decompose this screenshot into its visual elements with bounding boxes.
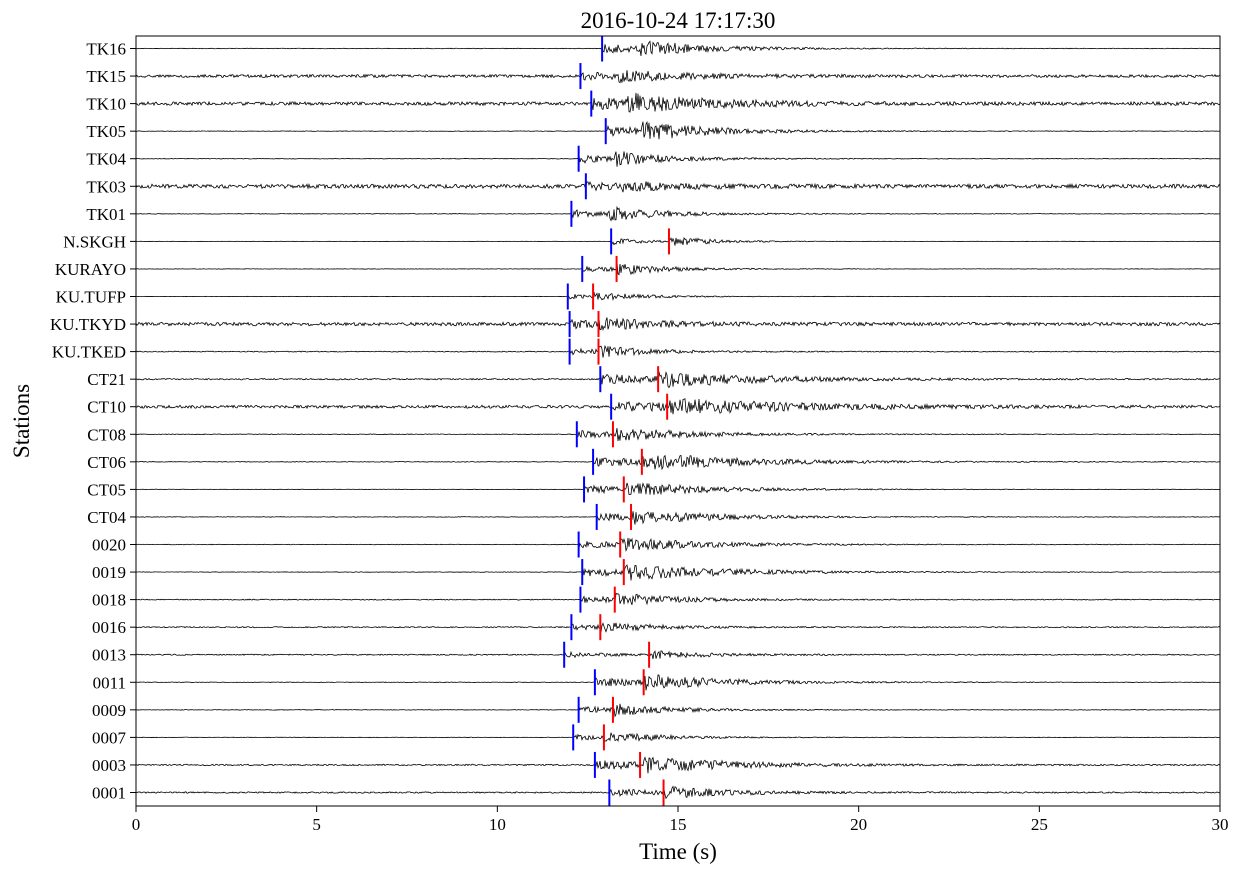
trace-KU.TKYD (135, 317, 1221, 332)
station-label-KURAYO: KURAYO (55, 260, 126, 279)
station-label-CT06: CT06 (87, 453, 126, 472)
trace-layer (135, 40, 1221, 800)
station-label-0013: 0013 (92, 646, 126, 665)
station-label-KU.TKED: KU.TKED (52, 343, 126, 362)
chart-title: 2016-10-24 17:17:30 (581, 8, 776, 33)
station-label-layer: TK16 TK15 TK10 TK05 TK04 TK03 TK01 N.SKGH KURAYO… (50, 40, 136, 803)
x-tick-label: 20 (850, 815, 867, 834)
station-label-TK03: TK03 (86, 177, 126, 196)
x-tick-label: 10 (489, 815, 506, 834)
trace-0009 (135, 703, 1221, 718)
station-label-0009: 0009 (92, 701, 126, 720)
station-label-0016: 0016 (92, 618, 126, 637)
trace-0019 (135, 564, 1221, 581)
trace-KU.TUFP (135, 292, 1221, 302)
pick-layer (563, 35, 670, 806)
trace-TK01 (135, 205, 1221, 222)
station-label-0001: 0001 (92, 784, 126, 803)
trace-TK16 (135, 40, 1221, 56)
trace-TK15 (135, 70, 1221, 84)
plot-frame (135, 35, 1221, 807)
trace-0020 (135, 537, 1221, 552)
station-label-TK05: TK05 (86, 122, 126, 141)
station-label-0011: 0011 (93, 673, 126, 692)
trace-TK05 (136, 120, 1221, 140)
x-tick-label: 0 (132, 815, 141, 834)
trace-KURAYO (135, 262, 1221, 276)
station-label-CT21: CT21 (87, 370, 126, 389)
trace-TK10 (135, 92, 1221, 113)
station-label-0003: 0003 (92, 756, 126, 775)
x-tick-label: 30 (1212, 815, 1229, 834)
trace-CT21 (135, 370, 1220, 389)
station-label-N.SKGH: N.SKGH (63, 232, 126, 251)
trace-TK04 (135, 151, 1221, 167)
station-label-0019: 0019 (92, 563, 126, 582)
trace-CT08 (135, 428, 1221, 442)
station-label-CT10: CT10 (87, 398, 126, 417)
trace-0018 (135, 592, 1221, 606)
trace-CT06 (135, 454, 1221, 471)
trace-0001 (135, 785, 1221, 800)
x-tick-label: 15 (670, 815, 687, 834)
station-label-TK15: TK15 (86, 67, 126, 86)
trace-N.SKGH (135, 237, 1221, 246)
trace-0003 (135, 756, 1221, 774)
station-label-0020: 0020 (92, 536, 126, 555)
trace-0007 (135, 732, 1221, 745)
station-label-TK01: TK01 (86, 205, 126, 224)
station-label-0007: 0007 (92, 728, 127, 747)
trace-TK03 (135, 181, 1221, 193)
trace-CT10 (135, 398, 1221, 415)
x-tick-label: 25 (1031, 815, 1048, 834)
x-axis-label: Time (s) (639, 839, 717, 864)
trace-KU.TKED (135, 344, 1221, 358)
station-label-CT08: CT08 (87, 425, 126, 444)
station-label-TK04: TK04 (86, 150, 126, 169)
station-label-CT04: CT04 (87, 508, 126, 527)
station-label-TK16: TK16 (86, 40, 126, 59)
x-axis-ticks: 0 5 10 15 20 25 30 (132, 806, 1229, 834)
trace-CT05 (135, 482, 1221, 495)
station-label-CT05: CT05 (87, 480, 126, 499)
station-label-0018: 0018 (92, 591, 126, 610)
trace-0016 (135, 622, 1221, 633)
station-label-KU.TUFP: KU.TUFP (56, 288, 126, 307)
trace-CT04 (136, 511, 1221, 525)
y-axis-label: Stations (9, 384, 34, 458)
station-label-TK10: TK10 (86, 95, 126, 114)
trace-0011 (135, 674, 1221, 691)
x-tick-label: 5 (312, 815, 321, 834)
trace-0013 (135, 650, 1221, 660)
station-label-KU.TKYD: KU.TKYD (50, 315, 126, 334)
